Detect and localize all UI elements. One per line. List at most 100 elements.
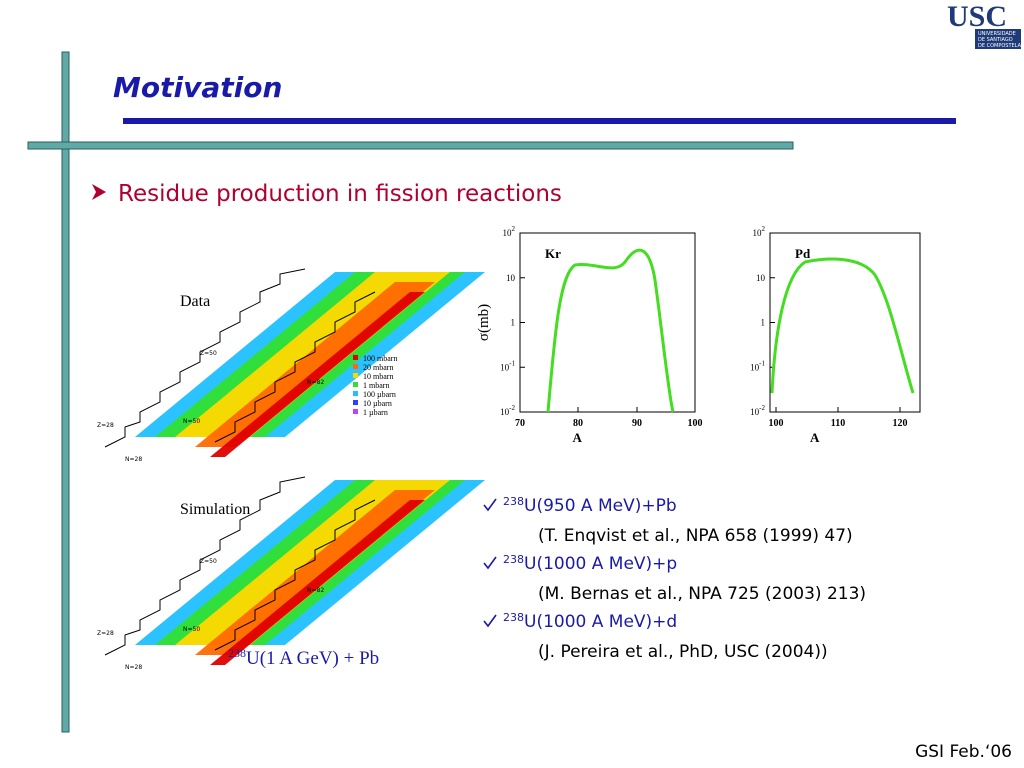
reaction: 238U(1000 A MeV)+d	[503, 611, 677, 632]
y-tick-label: 102	[503, 225, 516, 238]
legend-label: 10 µbarn	[363, 399, 392, 408]
axis-mark: N=82	[307, 587, 324, 594]
reference: (T. Enqvist et al., NPA 658 (1999) 47)	[538, 526, 853, 546]
legend-label: 1 µbarn	[363, 408, 388, 417]
check-mark	[483, 556, 497, 570]
bullet-arrow	[92, 184, 106, 200]
reaction-text: U(1000 A MeV)+d	[524, 612, 677, 632]
logo-line: UNIVERSIDADE	[978, 31, 1016, 37]
reference: (M. Bernas et al., NPA 725 (2003) 213)	[538, 584, 866, 604]
tick-base: 1	[511, 318, 516, 328]
x-axis-label: A	[810, 430, 820, 445]
y-tick-label: 1	[761, 318, 766, 328]
stair-outline	[104, 476, 376, 656]
title-rule	[123, 118, 956, 124]
tick-base: 10	[750, 362, 760, 372]
tick-base: 10	[500, 407, 510, 417]
reference: (J. Pereira et al., PhD, USC (2004))	[538, 642, 828, 662]
horizontal-bar	[27, 141, 794, 150]
logo-line: DE COMPOSTELA	[978, 43, 1022, 49]
y-tick-label: 10-2	[750, 404, 765, 417]
axis-mark: Z=28	[97, 630, 114, 637]
reaction-mass: 238	[503, 495, 524, 508]
y-tick-label: 10	[506, 273, 516, 283]
abundance-band	[210, 292, 425, 457]
y-tick-label: 10-1	[500, 359, 515, 372]
legend-swatch	[353, 364, 358, 369]
legend-label: 1 mbarn	[363, 381, 389, 390]
axis-mark: Z=28	[97, 422, 114, 429]
x-tick-label: 100	[688, 418, 703, 429]
reaction-text: U(950 A MeV)+Pb	[524, 496, 677, 516]
legend-swatch	[353, 391, 358, 396]
tick-base: 10	[500, 362, 510, 372]
tick-exp: -2	[509, 404, 515, 412]
legend-swatch	[353, 382, 358, 387]
y-tick-label: 10	[756, 273, 766, 283]
tick-base: 10	[753, 228, 763, 238]
caption-text: U(1 A GeV) + Pb	[246, 648, 379, 669]
logo-line: DE SANTIAGO	[978, 37, 1013, 43]
legend-label: 20 mbarn	[363, 363, 393, 372]
tick-exp: -1	[759, 359, 765, 367]
logo-box	[975, 29, 1021, 49]
logo: USC UNIVERSIDADE DE SANTIAGO DE COMPOSTE…	[947, 0, 1022, 49]
tick-exp: 2	[762, 225, 766, 233]
legend-label: 10 mbarn	[363, 372, 393, 381]
y-tick-label: 10-2	[500, 404, 515, 417]
axis-mark: N=28	[125, 456, 142, 463]
tick-base: 10	[506, 273, 516, 283]
legend-label: 100 mbarn	[363, 354, 397, 363]
check-mark	[483, 498, 497, 512]
chart-label: Simulation	[180, 501, 250, 518]
reaction-text: U(1000 A MeV)+p	[524, 554, 677, 574]
title: Motivation	[113, 71, 282, 104]
legend-swatch	[353, 409, 358, 414]
plot-label: Kr	[545, 246, 561, 261]
check-mark	[483, 614, 497, 628]
x-tick-label: 90	[632, 418, 642, 429]
abundance-band	[210, 500, 425, 665]
axis-mark: N=82	[307, 379, 324, 386]
reaction: 238U(1000 A MeV)+p	[503, 553, 677, 574]
axis-mark: N=50	[183, 626, 200, 633]
x-tick-label: 80	[573, 418, 583, 429]
plot-label: Pd	[795, 246, 811, 261]
vertical-bar	[61, 51, 70, 733]
y-tick-label: 1	[511, 318, 516, 328]
y-tick-label: 102	[753, 225, 766, 238]
tick-exp: -2	[759, 404, 765, 412]
tick-base: 10	[756, 273, 766, 283]
tick-base: 1	[761, 318, 766, 328]
x-tick-label: 70	[515, 418, 525, 429]
axis-mark: Z=50	[200, 558, 217, 565]
model-curve	[546, 248, 675, 413]
y-axis-label: σ(mb)	[476, 304, 492, 341]
reaction: 238U(950 A MeV)+Pb	[503, 495, 677, 516]
model-curve	[770, 257, 915, 394]
tick-exp: -1	[509, 359, 515, 367]
tick-exp: 2	[512, 225, 516, 233]
x-axis-label: A	[573, 430, 583, 445]
caption: 238U(1 A GeV) + Pb	[228, 646, 379, 669]
legend-swatch	[353, 373, 358, 378]
axis-mark: Z=50	[200, 350, 217, 357]
bullet-text: Residue production in fission reactions	[118, 181, 562, 207]
logo-text: USC	[947, 0, 1007, 33]
y-tick-label: 10-1	[750, 359, 765, 372]
footer: GSI Feb.‘06	[915, 742, 1012, 762]
axis-mark: N=28	[125, 664, 142, 671]
reaction-mass: 238	[503, 611, 524, 624]
legend-swatch	[353, 355, 358, 360]
x-tick-label: 100	[769, 418, 784, 429]
reaction-mass: 238	[503, 553, 524, 566]
chart-label: Data	[180, 293, 210, 310]
legend-label: 100 µbarn	[363, 390, 396, 399]
stair-outline	[104, 268, 376, 448]
axis-mark: N=50	[183, 418, 200, 425]
x-tick-label: 120	[893, 418, 908, 429]
reaction-list: 238U(950 A MeV)+Pb(T. Enqvist et al., NP…	[483, 495, 866, 662]
